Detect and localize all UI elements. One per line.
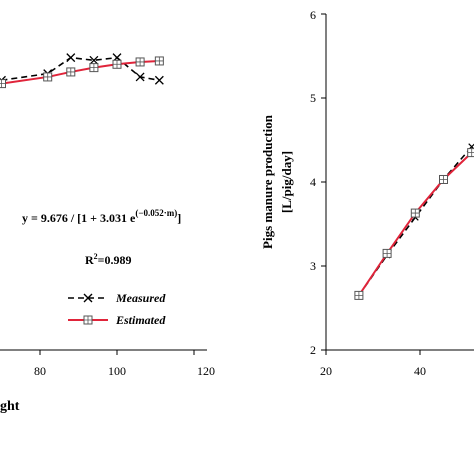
left-point-estimated-cross [155, 56, 164, 65]
equation-prefix: y = 9.676 / [1 + 3.031 e [22, 211, 136, 225]
right-point-estimated-cross [439, 175, 448, 184]
right-ytick-label-4: 4 [310, 175, 316, 189]
right-y-axis-label-line1: Pigs manure production [260, 114, 275, 249]
left-x-ticks [39, 350, 195, 355]
right-xtick-label-20: 20 [320, 364, 332, 378]
right-ytick-label-3: 3 [310, 259, 316, 273]
legend-measured-marker [83, 293, 93, 303]
left-xtick-label-120: 120 [197, 364, 215, 378]
right-series-group [354, 143, 474, 300]
left-point-measured [135, 72, 145, 82]
left-series-group [0, 53, 164, 89]
right-point-estimated-cross [411, 209, 420, 218]
r-squared-text: R2=0.989 [85, 252, 132, 267]
left-point-measured [154, 75, 164, 85]
left-point-measured [89, 55, 99, 65]
legend-estimated-label: Estimated [115, 313, 166, 327]
legend: Measured Estimated [68, 291, 166, 327]
right-ytick-label-5: 5 [310, 91, 316, 105]
left-point-estimated-cross [43, 72, 52, 81]
right-point-estimated-cross [354, 291, 363, 300]
right-ytick-label-6: 6 [310, 8, 316, 22]
legend-measured-label: Measured [115, 291, 166, 305]
right-y-axis-label-line2: [L/pig/day] [279, 151, 294, 213]
left-point-estimated-cross [0, 79, 6, 88]
left-x-axis-label: ght [0, 399, 20, 414]
r-squared-sup: 2 [94, 252, 98, 261]
right-ytick-label-2: 2 [310, 343, 316, 357]
left-xtick-label-100: 100 [108, 364, 126, 378]
left-xtick-label-80: 80 [34, 364, 46, 378]
left-point-estimated-cross [136, 57, 145, 66]
legend-estimated-marker [83, 315, 93, 325]
r-squared-r: R [85, 253, 94, 267]
left-point-estimated-cross [113, 60, 121, 69]
left-point-estimated-cross [89, 63, 98, 72]
left-point-estimated-cross [66, 67, 75, 76]
right-point-estimated-cross [383, 249, 392, 258]
right-xtick-label-40: 40 [414, 364, 426, 378]
equation-text: y = 9.676 / [1 + 3.031 e(−0.052·m)] [22, 208, 181, 225]
r-squared-value: =0.989 [98, 253, 132, 267]
right-point-estimated-cross [467, 148, 474, 157]
right-ticks [321, 13, 421, 355]
left-point-measured [66, 53, 76, 63]
right-series-line-estimated [358, 151, 473, 296]
equation-exponent: (−0.052·m) [135, 208, 177, 218]
equation-suffix: ] [177, 211, 181, 225]
